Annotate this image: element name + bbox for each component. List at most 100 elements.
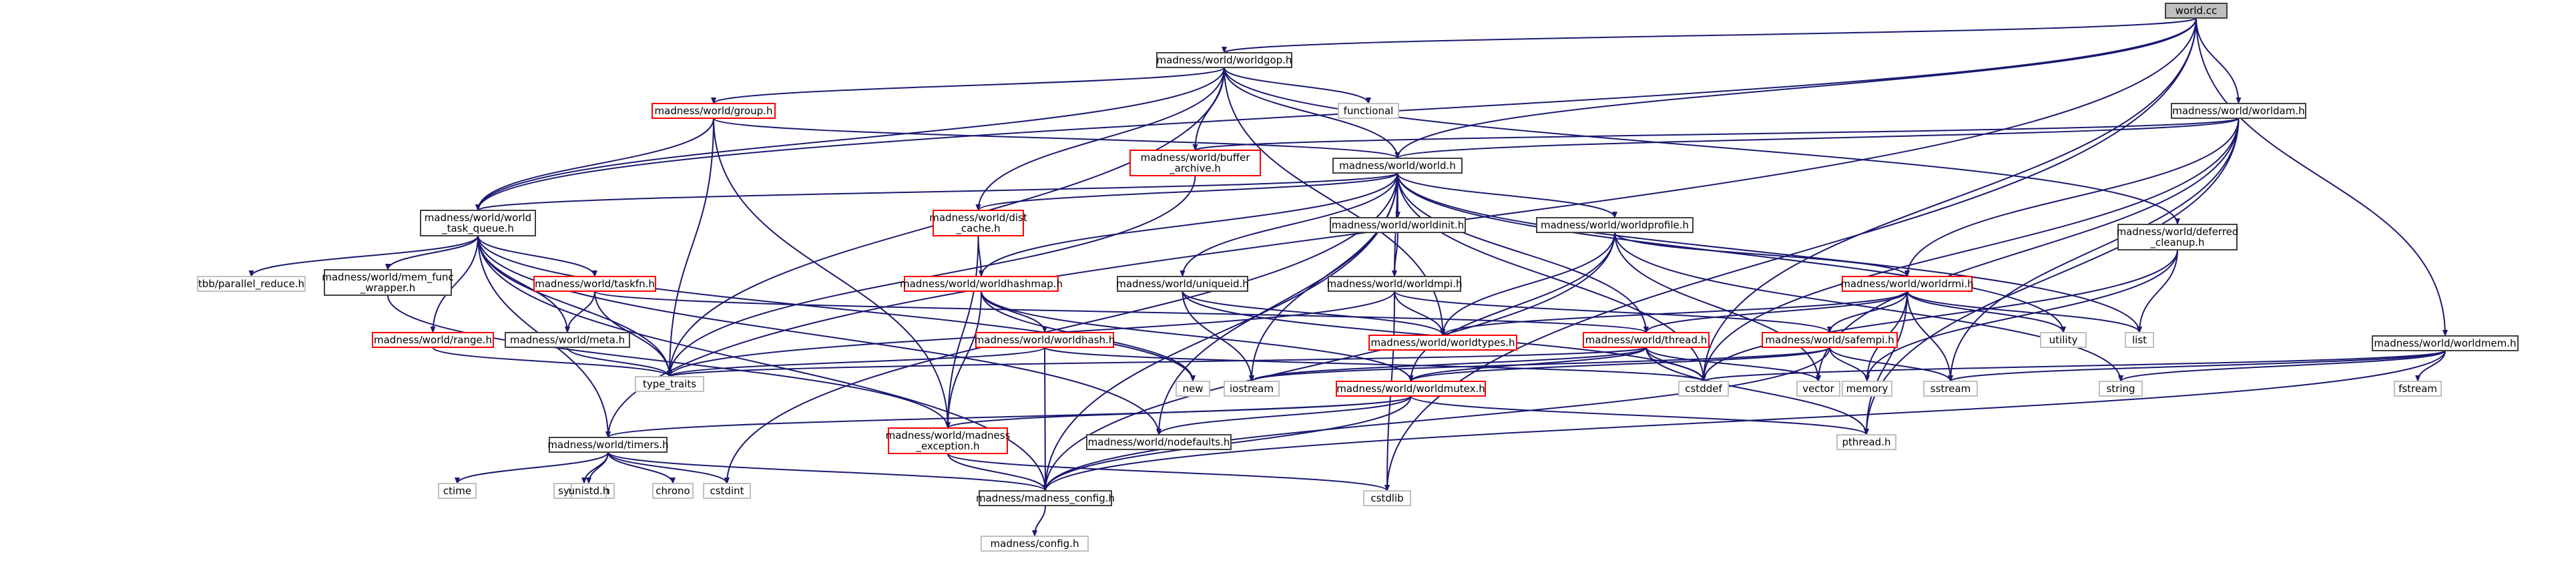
node-dist-cache[interactable]: madness/world/dist_cache.h: [929, 210, 1027, 236]
node-label: cstddef: [1685, 383, 1722, 395]
node-worldtypes[interactable]: madness/world/worldtypes.h: [1368, 335, 1517, 351]
node-box: [1536, 217, 1694, 233]
node-world-task-queue[interactable]: madness/world/world_task_queue.h: [420, 210, 536, 236]
node-box: [372, 332, 494, 348]
node-worldgop[interactable]: madness/world/worldgop.h: [1156, 52, 1292, 68]
edge-madness_config-to-config: [1032, 505, 1046, 537]
node-madness-exception[interactable]: madness/world/madness_exception.h: [886, 427, 1011, 454]
edge-world_h-to-list: [1396, 172, 2142, 333]
node-worldhash[interactable]: madness/world/worldhash.h: [975, 332, 1115, 348]
edge-mem_func_wrapper-to-madness_exception: [387, 295, 951, 429]
edge-world_h-to-worldprofile: [1396, 172, 1617, 218]
node-pthread: pthread.h: [1836, 434, 1896, 450]
node-label: madness/world/meta.h: [510, 334, 625, 346]
edge-world_task_queue-to-range: [430, 235, 479, 333]
node-label: madness/world/dist: [929, 212, 1027, 224]
node-sstream: sstream: [1923, 381, 1978, 397]
edge-worldmpi-to-safempi: [1394, 291, 1832, 333]
edge-safempi-to-memory: [1829, 347, 1870, 382]
node-worldmpi[interactable]: madness/world/worldmpi.h: [1327, 276, 1463, 292]
node-timers[interactable]: madness/world/timers.h: [547, 437, 669, 453]
node-label: madness/world/safempi.h: [1765, 334, 1894, 346]
edge-worldam-to-pthread: [1864, 118, 2240, 435]
node-label: madness/world/range.h: [374, 334, 492, 346]
node-box: [1129, 150, 1261, 176]
node-meta[interactable]: madness/world/meta.h: [505, 332, 630, 348]
node-worldrmi[interactable]: madness/world/worldrmi.h: [1840, 276, 1974, 292]
node-worldmutex[interactable]: madness/world/worldmutex.h: [1336, 381, 1486, 397]
edge-timers-to-systime: [581, 451, 609, 484]
node-label: madness/world/uniqueid.h: [1116, 278, 1249, 290]
node-label: new: [1182, 383, 1203, 395]
edge-worldrmi-to-sstream: [1906, 291, 1953, 382]
node-ctime: ctime: [438, 483, 477, 499]
node-box: [2099, 381, 2143, 397]
node-label: functional: [1344, 105, 1394, 117]
edge-world_task_queue-to-mem_func_wrapper: [385, 235, 479, 270]
edge-world_task_queue-to-tbb: [248, 235, 479, 277]
node-label: madness/world/deferred: [2117, 226, 2239, 238]
node-box: [1796, 381, 1840, 397]
node-vector: vector: [1796, 381, 1840, 397]
edge-safempi-to-madness_config: [1043, 347, 1830, 492]
node-label: madness/world/mem_func: [322, 271, 454, 284]
node-label: madness/world/madness: [886, 429, 1011, 441]
node-mem-func-wrapper[interactable]: madness/world/mem_func_wrapper.h: [322, 269, 454, 296]
node-label: madness/world/timers.h: [547, 439, 668, 451]
node-box: [533, 276, 656, 292]
node-box: [420, 210, 536, 236]
edge-taskfn-to-type_traits: [594, 291, 672, 377]
node-worldcc[interactable]: world.cc: [2165, 3, 2228, 19]
node-cstdlib: cstdlib: [1363, 490, 1411, 506]
edge-worldgop-to-functional: [1224, 67, 1371, 104]
edge-world_h-to-dist_cache: [975, 172, 1398, 211]
node-label: madness/world/worldgop.h: [1157, 54, 1292, 66]
edge-world_task_queue-to-nodefaults: [477, 235, 1162, 435]
node-world-h[interactable]: madness/world/world.h: [1332, 158, 1463, 174]
node-cstdint: cstdint: [703, 483, 751, 499]
node-label: type_traits: [643, 378, 696, 391]
node-label: cstdlib: [1370, 492, 1403, 504]
node-deferred-cleanup[interactable]: madness/world/deferred_cleanup.h: [2117, 224, 2239, 250]
node-tbb: tbb/parallel_reduce.h: [197, 276, 306, 292]
node-madness-config[interactable]: madness/madness_config.h: [976, 490, 1115, 506]
edge-worldprofile-to-worldtypes: [1440, 232, 1615, 336]
node-box: [975, 332, 1114, 348]
node-label: madness/world/buffer: [1141, 152, 1251, 164]
edge-worldrmi-to-worldtypes: [1440, 291, 1908, 336]
node-taskfn[interactable]: madness/world/taskfn.h: [533, 276, 656, 292]
node-box: [979, 490, 1112, 506]
node-buffer-archive[interactable]: madness/world/buffer_archive.h: [1129, 150, 1261, 176]
node-worldhashmap[interactable]: madness/world/worldhashmap.h: [900, 276, 1063, 292]
node-box: [1762, 332, 1898, 348]
node-worldinit[interactable]: madness/world/worldinit.h: [1330, 217, 1466, 233]
node-label: _cleanup.h: [2149, 236, 2204, 249]
node-worldprofile[interactable]: madness/world/worldprofile.h: [1536, 217, 1694, 233]
edge-world_h-to-uniqueid: [1180, 172, 1398, 277]
node-label: madness/world/world.h: [1339, 160, 1456, 172]
node-label: memory: [1846, 383, 1888, 395]
node-nodefaults[interactable]: madness/world/nodefaults.h: [1086, 434, 1232, 450]
node-label: madness/world/worldmem.h: [2374, 337, 2516, 349]
node-thread[interactable]: madness/world/thread.h: [1583, 332, 1710, 348]
node-label: sstream: [1930, 383, 1971, 395]
node-uniqueid[interactable]: madness/world/uniqueid.h: [1116, 276, 1249, 292]
edge-worldgop-to-deferred_cleanup: [1224, 67, 2180, 225]
edge-thread-to-vector: [1645, 347, 1821, 382]
edge-worldam-to-cstddef: [1701, 118, 2240, 382]
edge-taskfn-to-meta: [565, 291, 595, 333]
node-label: _cache.h: [955, 222, 1000, 235]
node-group[interactable]: madness/world/group.h: [652, 103, 776, 119]
node-chrono: chrono: [652, 483, 694, 499]
node-safempi[interactable]: madness/world/safempi.h: [1762, 332, 1898, 348]
node-worldmem[interactable]: madness/world/worldmem.h: [2372, 335, 2519, 351]
edge-worldrmi-to-list: [1906, 291, 2142, 333]
node-worldam[interactable]: madness/world/worldam.h: [2171, 103, 2306, 119]
node-box: [197, 276, 306, 292]
node-box: [549, 437, 668, 453]
node-range[interactable]: madness/world/range.h: [372, 332, 494, 348]
node-memory: memory: [1842, 381, 1892, 397]
edge-world_h-to-worldhashmap: [979, 172, 1398, 277]
node-box: [1086, 434, 1232, 450]
edge-worldmem-to-cstddef: [1701, 350, 2446, 382]
